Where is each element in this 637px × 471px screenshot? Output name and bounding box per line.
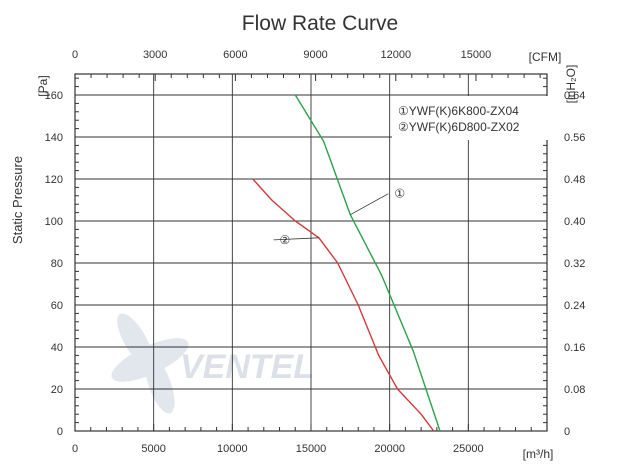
x-bottom-tick-label: 0 <box>72 443 78 455</box>
legend-entry-2: ②YWF(K)6D800-ZX02 <box>398 120 520 134</box>
tick-marks <box>74 74 548 432</box>
y-right-unit: [inH₂O] <box>564 65 578 104</box>
legend-entry-1: ①YWF(K)6K800-ZX04 <box>398 104 519 118</box>
x-top-tick-label: 9000 <box>303 49 327 61</box>
x-top-tick-label: 6000 <box>223 49 247 61</box>
x-bottom-tick-label: 15000 <box>296 443 327 455</box>
y-right-tick-labels: 0 0.08 0.16 0.24 0.32 0.40 0.48 0.56 0.64 <box>564 90 585 438</box>
x-bottom-tick-label: 25000 <box>453 443 484 455</box>
y-left-tick-label: 40 <box>51 342 63 354</box>
callout-label-2: ② <box>280 233 291 247</box>
y-left-tick-label: 0 <box>57 426 63 438</box>
x-top-tick-labels: 0 3000 6000 9000 12000 15000 <box>72 49 491 61</box>
x-top-tick-label: 3000 <box>143 49 167 61</box>
y-left-unit: [Pa] <box>36 75 50 96</box>
series-line-2 <box>252 178 435 432</box>
y-left-tick-label: 100 <box>45 216 63 228</box>
watermark-text: VENTEL <box>180 348 314 386</box>
y-left-axis-title: Static Pressure <box>10 156 25 244</box>
y-left-tick-label: 80 <box>51 258 63 270</box>
series-line-1 <box>294 94 441 432</box>
x-top-tick-label: 15000 <box>461 49 492 61</box>
y-left-tick-label: 140 <box>45 132 63 144</box>
chart-title: Flow Rate Curve <box>242 12 398 35</box>
y-right-tick-label: 0.40 <box>564 216 585 228</box>
callout-leader-2 <box>273 237 319 241</box>
callout-label-1: ① <box>394 187 405 201</box>
y-right-tick-label: 0.08 <box>564 384 585 396</box>
curve-callouts: ①② <box>273 187 405 247</box>
x-bottom-tick-label: 5000 <box>141 443 165 455</box>
x-top-unit: [CFM] <box>529 50 562 64</box>
fan-logo-icon <box>111 313 189 414</box>
x-bottom-tick-label: 20000 <box>374 443 405 455</box>
y-left-tick-label: 60 <box>51 300 63 312</box>
y-left-tick-label: 120 <box>45 174 63 186</box>
y-left-tick-labels: 0 20 40 60 80 100 120 140 160 <box>45 90 63 438</box>
callout-leader-1 <box>350 193 389 216</box>
y-right-tick-label: 0.24 <box>564 300 585 312</box>
x-top-tick-label: 0 <box>72 49 78 61</box>
x-bottom-tick-labels: 0 5000 10000 15000 20000 25000 <box>72 443 484 455</box>
y-right-tick-label: 0.56 <box>564 132 585 144</box>
data-series <box>252 94 441 432</box>
legend-box <box>392 96 552 140</box>
grid <box>75 74 547 431</box>
y-right-tick-label: 0.64 <box>564 90 585 102</box>
y-right-tick-label: 0.16 <box>564 342 585 354</box>
x-bottom-unit: [m³/h] <box>523 447 554 461</box>
y-right-tick-label: 0.48 <box>564 174 585 186</box>
ventel-watermark: VENTEL <box>111 313 314 414</box>
y-left-tick-label: 160 <box>45 90 63 102</box>
x-bottom-tick-label: 10000 <box>217 443 248 455</box>
x-top-tick-label: 12000 <box>380 49 411 61</box>
y-right-tick-label: 0.32 <box>564 258 585 270</box>
y-right-tick-label: 0 <box>564 426 570 438</box>
y-left-tick-label: 20 <box>51 384 63 396</box>
